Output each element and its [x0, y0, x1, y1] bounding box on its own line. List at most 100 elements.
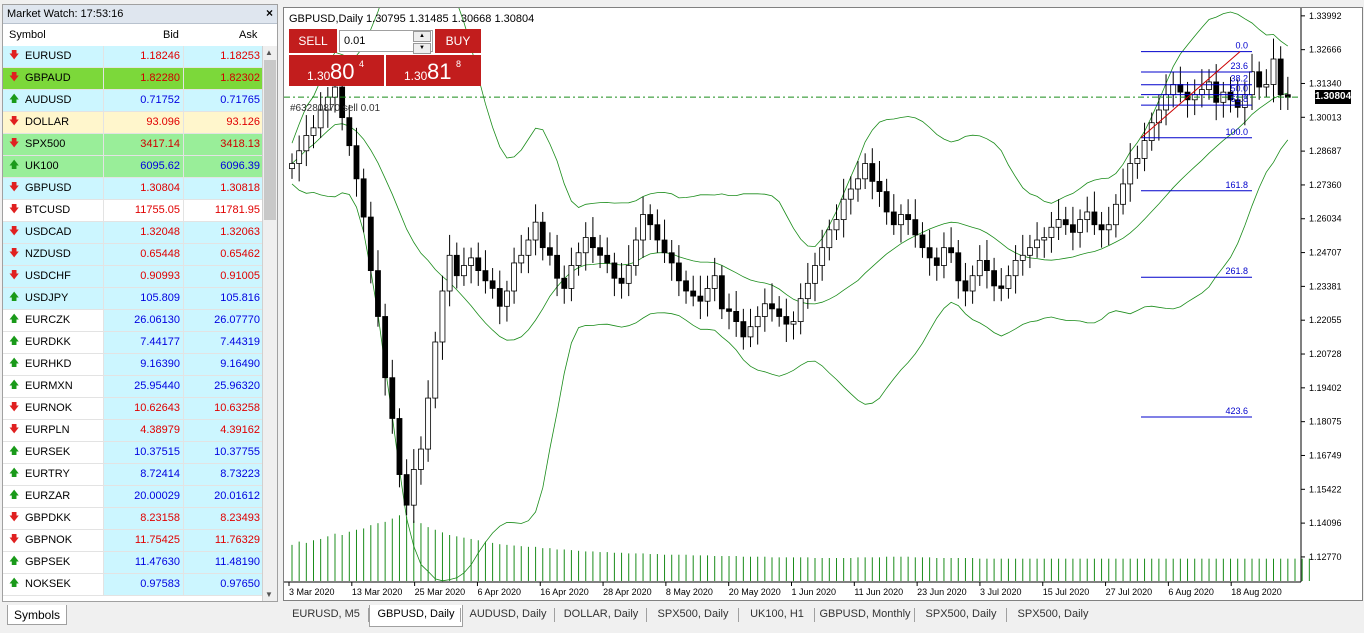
sell-price-button[interactable]: 1.30 80 4	[289, 55, 384, 86]
symbol-cell[interactable]: 🡇 EURUSD	[3, 46, 103, 67]
scroll-up-icon[interactable]: ▲	[265, 48, 273, 57]
ask-cell[interactable]: 10.37755	[183, 442, 264, 463]
tab-chart[interactable]: GBPUSD, Monthly	[819, 608, 911, 620]
symbol-cell[interactable]: 🡇 GBPNOK	[3, 530, 103, 551]
symbol-cell[interactable]: 🡇 SPX500	[3, 134, 103, 155]
bid-cell[interactable]: 8.23158	[103, 508, 184, 529]
bid-cell[interactable]: 0.71752	[103, 90, 184, 111]
bid-cell[interactable]: 10.37515	[103, 442, 184, 463]
symbol-row[interactable]: 🡅 AUDUSD 0.71752 0.71765	[3, 90, 264, 112]
ask-cell[interactable]: 11.76329	[183, 530, 264, 551]
close-icon[interactable]: ×	[265, 6, 273, 20]
ask-cell[interactable]: 11781.95	[183, 200, 264, 221]
bid-cell[interactable]: 1.30804	[103, 178, 184, 199]
symbol-row[interactable]: 🡅 EURMXN 25.95440 25.96320	[3, 376, 264, 398]
symbol-cell[interactable]: 🡇 GBPDKK	[3, 508, 103, 529]
ask-cell[interactable]: 1.82302	[183, 68, 264, 89]
price-chart[interactable]: 1.33992 1.32666 1.31340 1.30013 1.28687 1.273…	[284, 8, 1362, 600]
symbol-row[interactable]: 🡅 EURHKD 9.16390 9.16490	[3, 354, 264, 376]
tab-chart[interactable]: DOLLAR, Daily	[563, 608, 639, 620]
symbol-row[interactable]: 🡅 EURDKK 7.44177 7.44319	[3, 332, 264, 354]
symbol-cell[interactable]: 🡅 USDJPY	[3, 288, 103, 309]
open-trade-label[interactable]: #63280870 sell 0.01	[290, 103, 381, 114]
symbol-row[interactable]: 🡅 UK100 6095.62 6096.39	[3, 156, 264, 178]
buy-price-button[interactable]: 1.30 81 8	[386, 55, 481, 86]
ask-cell[interactable]: 3418.13	[183, 134, 264, 155]
stepper-down-icon[interactable]: ▼	[413, 43, 431, 54]
bid-cell[interactable]: 8.72414	[103, 464, 184, 485]
ask-cell[interactable]: 9.16490	[183, 354, 264, 375]
tab-chart[interactable]: AUDUSD, Daily	[469, 608, 547, 620]
symbol-row[interactable]: 🡇 EURNOK 10.62643 10.63258	[3, 398, 264, 420]
symbol-row[interactable]: 🡅 EURSEK 10.37515 10.37755	[3, 442, 264, 464]
symbol-cell[interactable]: 🡇 DOLLAR	[3, 112, 103, 133]
symbol-cell[interactable]: 🡅 EURCZK	[3, 310, 103, 331]
ask-cell[interactable]: 6096.39	[183, 156, 264, 177]
symbol-cell[interactable]: 🡇 EURNOK	[3, 398, 103, 419]
symbol-row[interactable]: 🡇 USDCAD 1.32048 1.32063	[3, 222, 264, 244]
symbol-cell[interactable]: 🡅 EURTRY	[3, 464, 103, 485]
symbol-row[interactable]: 🡅 USDJPY 105.809 105.816	[3, 288, 264, 310]
symbol-cell[interactable]: 🡇 BTCUSD	[3, 200, 103, 221]
bid-cell[interactable]: 1.82280	[103, 68, 184, 89]
bid-cell[interactable]: 6095.62	[103, 156, 184, 177]
symbol-cell[interactable]: 🡇 USDCHF	[3, 266, 103, 287]
symbol-row[interactable]: 🡇 BTCUSD 11755.05 11781.95	[3, 200, 264, 222]
symbol-row[interactable]: 🡇 GBPAUD 1.82280 1.82302	[3, 68, 264, 90]
bid-cell[interactable]: 11.75425	[103, 530, 184, 551]
symbol-row[interactable]: 🡇 USDCHF 0.90993 0.91005	[3, 266, 264, 288]
tab-chart[interactable]: UK100, H1	[750, 608, 804, 620]
tab-chart[interactable]: SPX500, Daily	[925, 608, 997, 620]
symbol-cell[interactable]: 🡅 NOKSEK	[3, 574, 103, 595]
symbol-cell[interactable]: 🡅 EURZAR	[3, 486, 103, 507]
symbol-cell[interactable]: 🡇 NZDUSD	[3, 244, 103, 265]
lot-stepper[interactable]: ▲ ▼	[413, 31, 431, 54]
symbol-row[interactable]: 🡅 EURCZK 26.06130 26.07770	[3, 310, 264, 332]
ask-cell[interactable]: 20.01612	[183, 486, 264, 507]
ask-cell[interactable]: 93.126	[183, 112, 264, 133]
symbol-cell[interactable]: 🡅 EURMXN	[3, 376, 103, 397]
bid-cell[interactable]: 1.32048	[103, 222, 184, 243]
symbol-row[interactable]: 🡅 EURTRY 8.72414 8.73223	[3, 464, 264, 486]
bid-cell[interactable]: 0.65448	[103, 244, 184, 265]
tab-chart[interactable]: SPX500, Daily	[1017, 608, 1089, 620]
column-header-bid[interactable]: Bid	[163, 29, 179, 41]
bid-cell[interactable]: 26.06130	[103, 310, 184, 331]
bid-cell[interactable]: 20.00029	[103, 486, 184, 507]
sell-button[interactable]: SELL	[289, 29, 337, 53]
symbol-row[interactable]: 🡇 GBPNOK 11.75425 11.76329	[3, 530, 264, 552]
bid-cell[interactable]: 93.096	[103, 112, 184, 133]
tab-chart[interactable]: SPX500, Daily	[657, 608, 729, 620]
bid-cell[interactable]: 0.97583	[103, 574, 184, 595]
ask-cell[interactable]: 25.96320	[183, 376, 264, 397]
symbol-cell[interactable]: 🡇 EURPLN	[3, 420, 103, 441]
ask-cell[interactable]: 7.44319	[183, 332, 264, 353]
scroll-thumb[interactable]	[264, 60, 276, 220]
bid-cell[interactable]: 3417.14	[103, 134, 184, 155]
ask-cell[interactable]: 26.07770	[183, 310, 264, 331]
bid-cell[interactable]: 11755.05	[103, 200, 184, 221]
symbol-row[interactable]: 🡇 GBPUSD 1.30804 1.30818	[3, 178, 264, 200]
ask-cell[interactable]: 105.816	[183, 288, 264, 309]
symbol-row[interactable]: 🡇 EURUSD 1.18246 1.18253	[3, 46, 264, 68]
scrollbar[interactable]: ▲ ▼	[262, 46, 277, 601]
symbol-row[interactable]: 🡇 NZDUSD 0.65448 0.65462	[3, 244, 264, 266]
column-header-symbol[interactable]: Symbol	[9, 29, 46, 41]
symbol-row[interactable]: 🡅 EURZAR 20.00029 20.01612	[3, 486, 264, 508]
bid-cell[interactable]: 9.16390	[103, 354, 184, 375]
bid-cell[interactable]: 10.62643	[103, 398, 184, 419]
ask-cell[interactable]: 8.23493	[183, 508, 264, 529]
lot-size-input[interactable]	[339, 30, 433, 52]
ask-cell[interactable]: 8.73223	[183, 464, 264, 485]
symbol-cell[interactable]: 🡇 USDCAD	[3, 222, 103, 243]
ask-cell[interactable]: 0.91005	[183, 266, 264, 287]
ask-cell[interactable]: 4.39162	[183, 420, 264, 441]
ask-cell[interactable]: 10.63258	[183, 398, 264, 419]
symbol-cell[interactable]: 🡇 GBPUSD	[3, 178, 103, 199]
symbol-cell[interactable]: 🡇 GBPAUD	[3, 68, 103, 89]
symbol-cell[interactable]: 🡅 UK100	[3, 156, 103, 177]
tab-symbols[interactable]: Symbols	[7, 605, 67, 625]
symbol-row[interactable]: 🡇 EURPLN 4.38979 4.39162	[3, 420, 264, 442]
buy-button[interactable]: BUY	[435, 29, 481, 53]
symbol-cell[interactable]: 🡅 AUDUSD	[3, 90, 103, 111]
